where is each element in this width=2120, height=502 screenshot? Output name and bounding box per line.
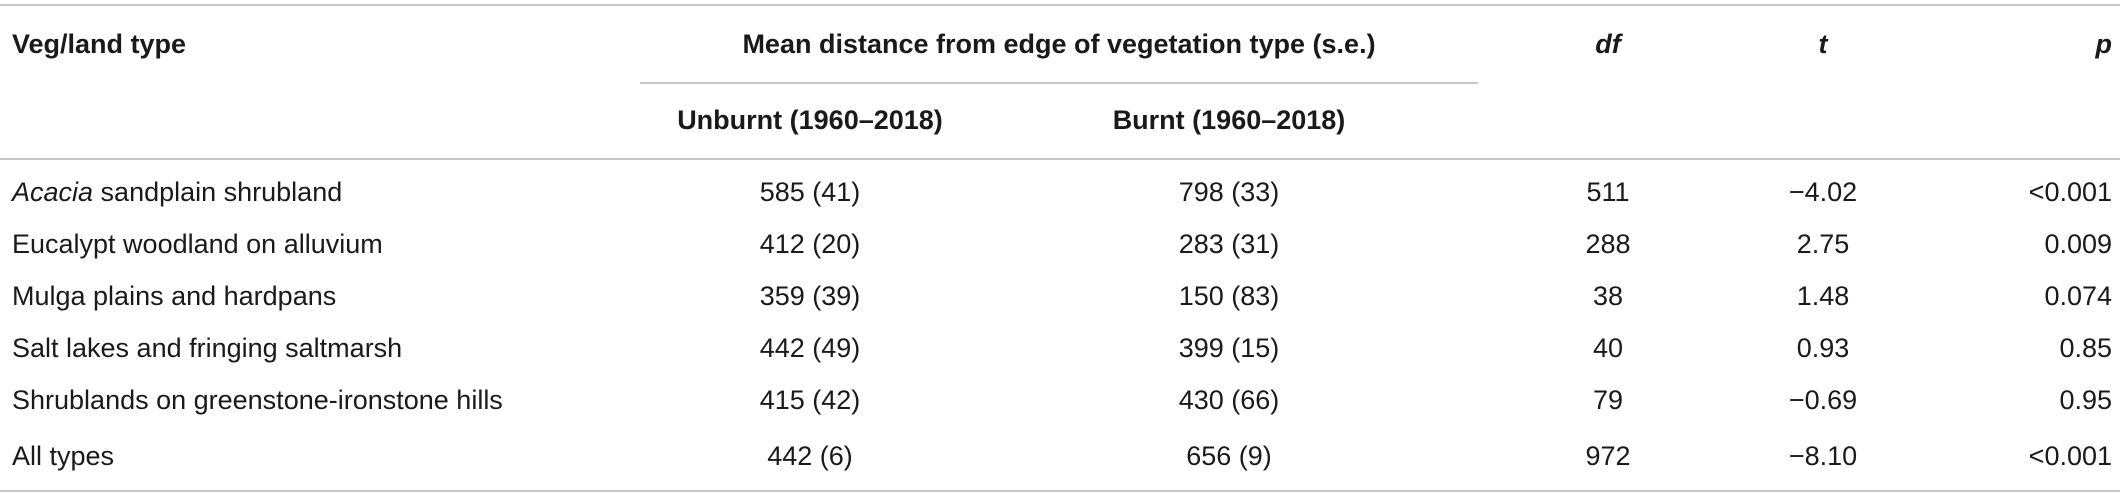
header-spacer	[0, 82, 640, 159]
cell-unburnt: 359 (39)	[759, 280, 861, 311]
cell-burnt: 798 (33)	[1178, 176, 1280, 207]
header-burnt: Burnt (1960–2018)	[1112, 104, 1346, 135]
cell-t: 0.93	[1796, 332, 1850, 363]
cell-t: −0.69	[1788, 384, 1858, 415]
table-row: Mulga plains and hardpans 359 (39) 150 (83…	[0, 270, 2120, 322]
cell-df: 79	[1592, 384, 1624, 415]
header-t: t	[1818, 28, 1828, 59]
cell-p: 0.85	[2059, 332, 2113, 363]
header-row-1: Veg/land type Mean distance from edge of…	[0, 5, 2120, 82]
cell-p: <0.001	[2028, 176, 2113, 207]
header-unburnt: Unburnt (1960–2018)	[677, 104, 943, 135]
header-mean-distance: Mean distance from edge of vegetation ty…	[742, 28, 1376, 59]
cell-t: −8.10	[1788, 440, 1858, 471]
cell-t: 1.48	[1796, 280, 1850, 311]
cell-burnt: 399 (15)	[1178, 332, 1280, 363]
table-row: Salt lakes and fringing saltmarsh 442 (49…	[0, 322, 2120, 374]
veg-type-label: Shrublands on greenstone-ironstone hills	[12, 384, 503, 415]
table-header: Veg/land type Mean distance from edge of…	[0, 5, 2120, 159]
cell-df: 972	[1585, 440, 1631, 471]
veg-type-label: sandplain shrubland	[93, 176, 343, 207]
cell-burnt: 150 (83)	[1178, 280, 1280, 311]
cell-df: 40	[1592, 332, 1624, 363]
cell-burnt: 283 (31)	[1178, 228, 1280, 259]
cell-veg-type: Shrublands on greenstone-ironstone hills	[0, 374, 640, 426]
cell-burnt: 656 (9)	[1186, 440, 1272, 471]
veg-type-label: Eucalypt woodland on alluvium	[12, 228, 383, 259]
cell-unburnt: 585 (41)	[759, 176, 861, 207]
cell-veg-type: Eucalypt woodland on alluvium	[0, 218, 640, 270]
header-p: p	[2095, 28, 2113, 59]
veg-type-label: Mulga plains and hardpans	[12, 280, 337, 311]
veg-type-label: All types	[12, 440, 115, 471]
cell-unburnt: 442 (6)	[767, 440, 853, 471]
header-row-2: Unburnt (1960–2018) Burnt (1960–2018)	[0, 82, 2120, 159]
header-df: df	[1595, 28, 1621, 59]
cell-p: 0.009	[2044, 228, 2113, 259]
veg-type-italic: Acacia	[12, 176, 94, 207]
cell-unburnt: 415 (42)	[759, 384, 861, 415]
cell-unburnt: 412 (20)	[759, 228, 861, 259]
cell-p: 0.95	[2059, 384, 2113, 415]
table-body: Acacia sandplain shrubland 585 (41) 798 (3…	[0, 159, 2120, 491]
cell-veg-type: Salt lakes and fringing saltmarsh	[0, 322, 640, 374]
cell-df: 288	[1585, 228, 1631, 259]
cell-p: 0.074	[2044, 280, 2113, 311]
cell-unburnt: 442 (49)	[759, 332, 861, 363]
header-span-rule	[640, 82, 1478, 84]
table-row: Shrublands on greenstone-ironstone hills…	[0, 374, 2120, 426]
table-row: Eucalypt woodland on alluvium 412 (20) 283…	[0, 218, 2120, 270]
cell-t: −4.02	[1788, 176, 1858, 207]
cell-df: 511	[1586, 176, 1630, 207]
results-table: Veg/land type Mean distance from edge of…	[0, 4, 2120, 492]
veg-type-label: Salt lakes and fringing saltmarsh	[12, 332, 403, 363]
cell-burnt: 430 (66)	[1178, 384, 1280, 415]
cell-veg-type: Acacia sandplain shrubland	[0, 159, 640, 218]
cell-t: 2.75	[1796, 228, 1850, 259]
cell-p: <0.001	[2028, 440, 2113, 471]
cell-veg-type: Mulga plains and hardpans	[0, 270, 640, 322]
header-veg-type: Veg/land type	[12, 28, 187, 59]
cell-df: 38	[1592, 280, 1624, 311]
table-row: Acacia sandplain shrubland 585 (41) 798 (3…	[0, 159, 2120, 218]
table-row: All types 442 (6) 656 (9) 972 −8.10 <0.001	[0, 426, 2120, 491]
cell-veg-type: All types	[0, 426, 640, 491]
